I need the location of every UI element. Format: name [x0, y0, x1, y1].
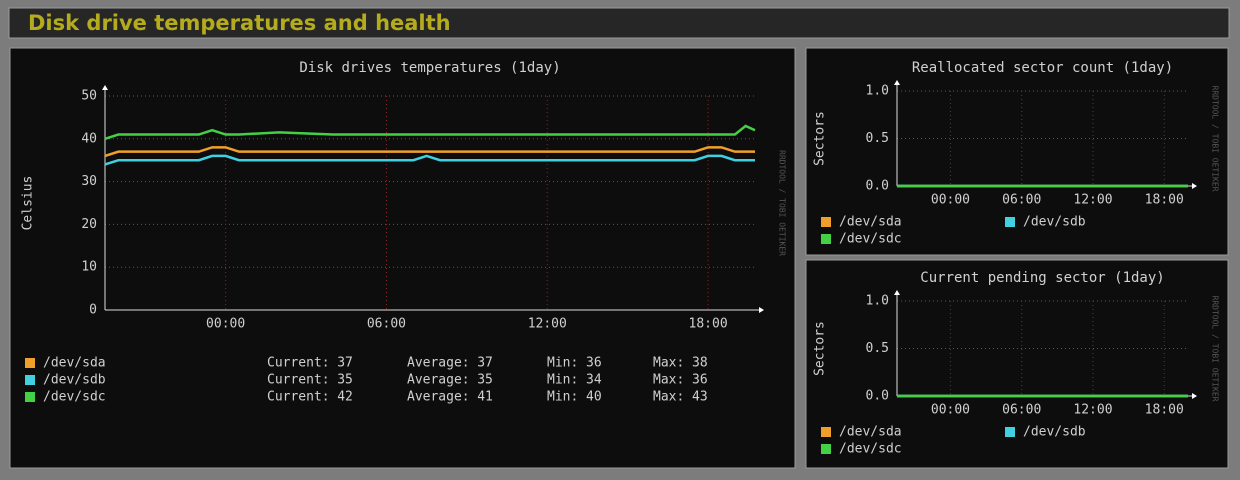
- stat-value: 43: [692, 390, 708, 405]
- watermark: RRDTOOL / TOBI OETIKER: [1211, 86, 1220, 192]
- stat-label: Max:: [653, 390, 684, 405]
- series-line: [104, 124, 756, 140]
- y-tick-label: 20: [81, 217, 97, 232]
- legend-label: /dev/sda: [839, 425, 902, 440]
- legend-swatch: [1005, 427, 1015, 437]
- y-tick-label: 50: [81, 89, 97, 104]
- y-tick-label: 0.5: [866, 341, 889, 356]
- legend-swatch: [821, 427, 831, 437]
- legend-swatch: [25, 375, 35, 385]
- legend-label: /dev/sda: [43, 356, 106, 371]
- stat-label: Average:: [407, 356, 470, 371]
- legend-swatch: [821, 234, 831, 244]
- legend-swatch: [25, 392, 35, 402]
- y-axis-label: Sectors: [813, 111, 828, 166]
- x-tick-label: 06:00: [1002, 403, 1041, 418]
- legend-label: /dev/sdb: [1023, 215, 1086, 230]
- panel: [9, 47, 796, 469]
- stat-value: 41: [477, 390, 493, 405]
- x-tick-label: 12:00: [528, 317, 567, 332]
- y-axis-label: Celsius: [21, 176, 36, 231]
- stat-label: Current:: [267, 356, 330, 371]
- axis-arrow: [759, 307, 764, 313]
- x-tick-label: 06:00: [367, 317, 406, 332]
- chart-title: Current pending sector (1day): [920, 270, 1164, 286]
- y-tick-label: 0: [89, 303, 97, 318]
- x-tick-label: 00:00: [931, 193, 970, 208]
- panel: [805, 259, 1229, 469]
- stat-value: 40: [586, 390, 602, 405]
- x-tick-label: 18:00: [1145, 403, 1184, 418]
- y-tick-label: 1.0: [866, 84, 889, 99]
- y-tick-label: 40: [81, 131, 97, 146]
- x-tick-label: 00:00: [931, 403, 970, 418]
- legend-label: /dev/sdb: [43, 373, 106, 388]
- stat-value: 36: [586, 356, 602, 371]
- stat-label: Min:: [547, 373, 578, 388]
- stat-value: 35: [477, 373, 493, 388]
- x-tick-label: 12:00: [1073, 193, 1112, 208]
- axis-arrow: [1192, 183, 1197, 189]
- legend-label: /dev/sdc: [43, 390, 106, 405]
- legend-swatch: [821, 444, 831, 454]
- stat-label: Current:: [267, 373, 330, 388]
- stat-value: 34: [586, 373, 602, 388]
- stat-value: 42: [337, 390, 353, 405]
- legend-swatch: [1005, 217, 1015, 227]
- y-tick-label: 0.0: [866, 179, 889, 194]
- y-tick-label: 0.0: [866, 389, 889, 404]
- x-tick-label: 18:00: [689, 317, 728, 332]
- stat-label: Min:: [547, 356, 578, 371]
- chart-title: Disk drives temperatures (1day): [299, 60, 560, 76]
- panel: [805, 47, 1229, 256]
- y-tick-label: 0.5: [866, 131, 889, 146]
- y-axis-label: Sectors: [813, 321, 828, 376]
- axis-arrow: [1192, 393, 1197, 399]
- axis-arrow: [894, 290, 900, 295]
- x-tick-label: 18:00: [1145, 193, 1184, 208]
- header-title: Disk drive temperatures and health: [28, 11, 451, 35]
- chart-title: Reallocated sector count (1day): [912, 60, 1173, 76]
- series-line: [104, 154, 755, 166]
- x-tick-label: 06:00: [1002, 193, 1041, 208]
- header-bar: [8, 7, 1230, 39]
- stat-value: 37: [337, 356, 353, 371]
- axis-arrow: [102, 85, 108, 90]
- y-tick-label: 30: [81, 174, 97, 189]
- stat-value: 36: [692, 373, 708, 388]
- stat-label: Average:: [407, 390, 470, 405]
- x-tick-label: 12:00: [1073, 403, 1112, 418]
- y-tick-label: 1.0: [866, 294, 889, 309]
- stat-label: Average:: [407, 373, 470, 388]
- series-line: [104, 146, 755, 158]
- stat-label: Min:: [547, 390, 578, 405]
- stat-value: 38: [692, 356, 708, 371]
- watermark: RRDTOOL / TOBI OETIKER: [778, 150, 787, 256]
- stat-value: 37: [477, 356, 493, 371]
- stat-label: Current:: [267, 390, 330, 405]
- legend-label: /dev/sdb: [1023, 425, 1086, 440]
- legend-swatch: [821, 217, 831, 227]
- y-tick-label: 10: [81, 260, 97, 275]
- axis-arrow: [894, 80, 900, 85]
- stat-value: 35: [337, 373, 353, 388]
- legend-label: /dev/sdc: [839, 442, 902, 457]
- watermark: RRDTOOL / TOBI OETIKER: [1211, 296, 1220, 402]
- x-tick-label: 00:00: [206, 317, 245, 332]
- legend-label: /dev/sdc: [839, 232, 902, 247]
- legend-swatch: [25, 358, 35, 368]
- stat-label: Max:: [653, 356, 684, 371]
- stat-label: Max:: [653, 373, 684, 388]
- legend-label: /dev/sda: [839, 215, 902, 230]
